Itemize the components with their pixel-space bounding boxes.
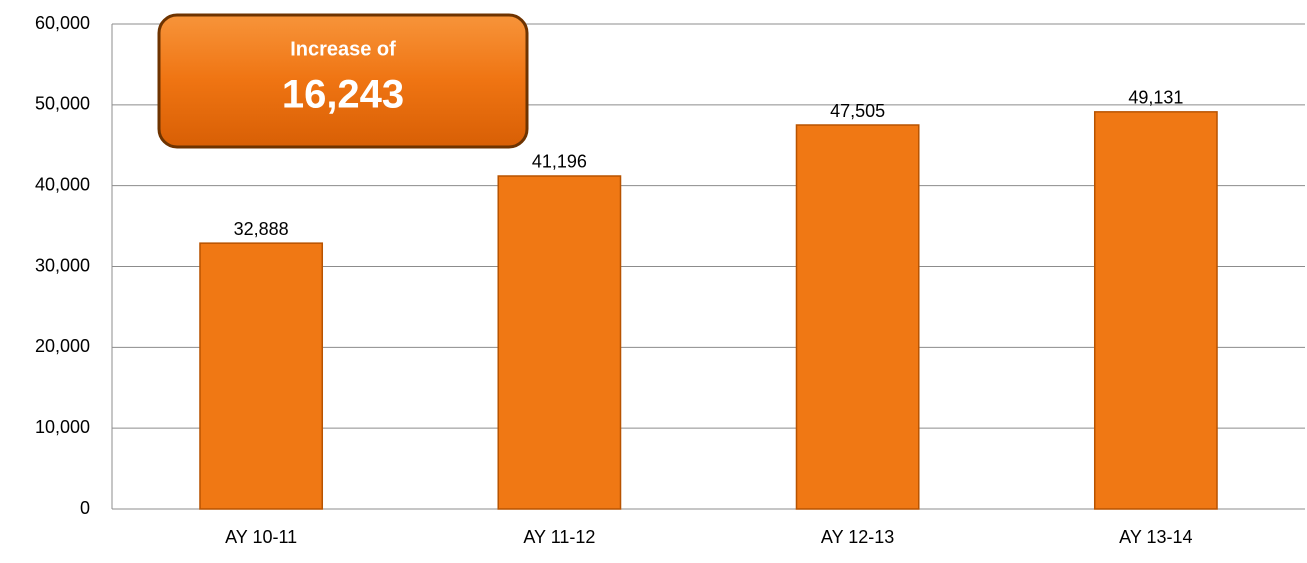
data-label: 47,505 (830, 101, 885, 121)
bar (497, 175, 622, 510)
y-tick-label: 50,000 (35, 94, 90, 114)
y-tick-label: 20,000 (35, 336, 90, 356)
annotation: Increase of 16,243 (157, 13, 529, 149)
annotation-box (157, 13, 529, 149)
x-tick-label: AY 10-11 (225, 527, 297, 547)
y-tick-label: 60,000 (35, 13, 90, 33)
y-tick-label: 30,000 (35, 255, 90, 275)
plot-area: 0 10,000 20,000 30,000 40,000 50,000 60,000 AY … (35, 13, 1305, 547)
y-tick-label: 40,000 (35, 174, 90, 194)
y-tick-label: 0 (80, 498, 90, 518)
annotation-title: Increase of (290, 38, 396, 60)
bar (199, 242, 324, 510)
x-tick-label: AY 11-12 (523, 527, 595, 547)
data-label: 49,131 (1128, 88, 1183, 108)
data-label: 32,888 (234, 219, 289, 239)
data-label: 41,196 (532, 152, 587, 172)
x-tick-label: AY 12-13 (821, 527, 894, 547)
x-tick-label: AY 13-14 (1119, 527, 1192, 547)
bar (1093, 111, 1218, 510)
bar (795, 124, 920, 510)
annotation-label: 16,243 (282, 73, 404, 117)
y-tick-label: 10,000 (35, 417, 90, 437)
